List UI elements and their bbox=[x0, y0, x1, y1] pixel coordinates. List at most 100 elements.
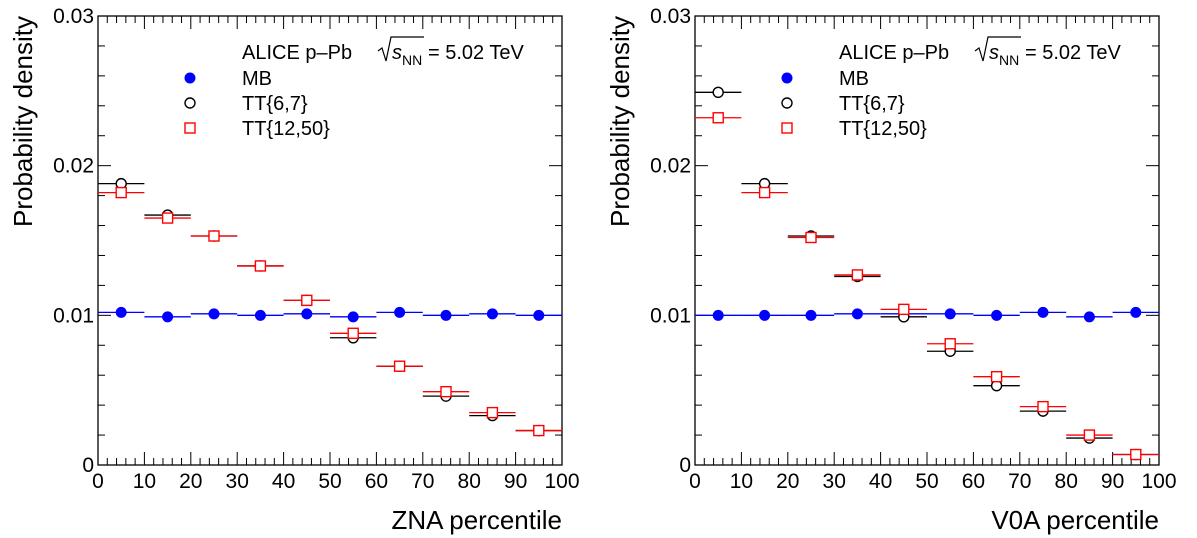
x-tick-label: 20 bbox=[179, 470, 202, 493]
legend-marker bbox=[184, 97, 196, 109]
data-point bbox=[805, 231, 817, 244]
data-point bbox=[486, 308, 498, 320]
data-point bbox=[533, 309, 545, 321]
energy-annotation: ALICE p–Pb s NN = 5.02 TeV bbox=[242, 36, 524, 68]
data-point bbox=[440, 309, 452, 321]
data-point bbox=[805, 309, 817, 321]
x-tick-label: 100 bbox=[1141, 470, 1176, 493]
data-point bbox=[944, 308, 956, 320]
y-tick-label: 0.01 bbox=[650, 304, 691, 327]
series-tt-12-50 bbox=[98, 186, 562, 437]
data-point bbox=[115, 186, 127, 199]
energy-annotation: ALICE p–Pb s NN = 5.02 TeV bbox=[839, 36, 1121, 68]
annotation-energy-subscript: NN bbox=[999, 52, 1019, 68]
data-point bbox=[1130, 448, 1142, 461]
data-point bbox=[347, 327, 359, 339]
chart-panel-1: 0 10 20 30 40 50 60 70 80 90 100 0 0.01 0.02 0.03 ZNA p… bbox=[8, 5, 580, 535]
annotation-energy-symbol: s bbox=[392, 42, 402, 64]
data-point bbox=[990, 370, 1003, 383]
legend-marker bbox=[184, 72, 196, 84]
x-tick-label: 60 bbox=[962, 470, 985, 493]
x-tick-label: 30 bbox=[226, 470, 249, 493]
sqrt-icon bbox=[974, 36, 1021, 62]
data-point bbox=[208, 308, 220, 320]
data-point bbox=[1130, 306, 1142, 318]
x-tick-label: 100 bbox=[544, 470, 579, 493]
data-point bbox=[898, 303, 910, 316]
data-point bbox=[1037, 400, 1049, 413]
x-tick-label: 0 bbox=[689, 470, 701, 493]
x-tick-label: 70 bbox=[1008, 470, 1031, 493]
data-point bbox=[254, 260, 267, 272]
x-tick-label: 70 bbox=[411, 470, 434, 493]
legend-label: TT{6,7} bbox=[242, 93, 308, 115]
y-tick-label: 0.03 bbox=[53, 5, 94, 28]
data-point bbox=[851, 269, 864, 281]
series-tt-12-50 bbox=[695, 112, 1159, 461]
y-tick-label: 0.02 bbox=[53, 155, 94, 178]
x-tick-label: 10 bbox=[730, 470, 753, 493]
data-point bbox=[712, 309, 724, 321]
y-tick-label: 0.03 bbox=[650, 5, 691, 28]
x-tick-label: 40 bbox=[869, 470, 892, 493]
legend: MB TT{6,7} TT{12,50} bbox=[184, 68, 330, 140]
data-point bbox=[440, 385, 452, 398]
data-point bbox=[301, 294, 313, 307]
series-tt-6-7 bbox=[695, 86, 1159, 461]
data-point bbox=[301, 308, 313, 320]
data-point bbox=[393, 360, 406, 372]
sqrt-icon bbox=[377, 36, 424, 62]
plot-frame bbox=[97, 15, 563, 466]
data-point bbox=[208, 230, 220, 242]
legend-marker bbox=[184, 122, 196, 134]
x-axis-title: V0A percentile bbox=[991, 505, 1159, 535]
annotation-energy-value: = 5.02 TeV bbox=[428, 42, 524, 64]
x-axis-title: ZNA percentile bbox=[391, 505, 562, 535]
data-point bbox=[758, 186, 771, 199]
annotation-experiment: ALICE p–Pb bbox=[839, 42, 949, 64]
y-axis-title: Probability density bbox=[605, 16, 635, 227]
series-mb bbox=[98, 306, 562, 323]
legend-label: MB bbox=[242, 68, 272, 90]
legend-label: TT{12,50} bbox=[242, 118, 330, 140]
data-point bbox=[712, 112, 724, 124]
plot-frame bbox=[694, 15, 1160, 466]
x-tick-label: 0 bbox=[92, 470, 104, 493]
data-point bbox=[944, 338, 956, 350]
data-point bbox=[161, 212, 174, 224]
x-tick-label: 80 bbox=[1055, 470, 1078, 493]
data-point bbox=[254, 309, 266, 321]
data-point bbox=[1083, 311, 1095, 323]
chart-panel-2: 0 10 20 30 40 50 60 70 80 90 100 0 0.01 0.02 0.03 V0A p… bbox=[605, 5, 1177, 535]
x-tick-label: 90 bbox=[1101, 470, 1124, 493]
x-tick-label: 40 bbox=[272, 470, 295, 493]
legend-marker bbox=[781, 97, 793, 109]
x-tick-label: 50 bbox=[915, 470, 938, 493]
x-tick-label: 80 bbox=[458, 470, 481, 493]
data-point bbox=[533, 424, 545, 437]
data-point bbox=[759, 309, 771, 321]
data-point bbox=[1083, 429, 1096, 441]
annotation-experiment: ALICE p–Pb bbox=[242, 42, 352, 64]
legend-marker bbox=[781, 72, 793, 84]
data-point bbox=[991, 309, 1003, 321]
legend-marker bbox=[781, 122, 793, 134]
x-tick-label: 20 bbox=[776, 470, 799, 493]
legend: MB TT{6,7} TT{12,50} bbox=[781, 68, 927, 140]
data-point bbox=[851, 308, 863, 320]
x-tick-label: 90 bbox=[504, 470, 527, 493]
y-tick-label: 0.02 bbox=[650, 155, 691, 178]
x-tick-label: 30 bbox=[823, 470, 846, 493]
data-point bbox=[486, 406, 499, 419]
data-point bbox=[115, 306, 127, 318]
legend-label: TT{6,7} bbox=[839, 93, 905, 115]
legend-label: MB bbox=[839, 68, 869, 90]
data-point bbox=[394, 306, 406, 318]
y-tick-label: 0.01 bbox=[53, 304, 94, 327]
data-point bbox=[1037, 306, 1049, 318]
annotation-energy-subscript: NN bbox=[402, 52, 422, 68]
x-tick-label: 10 bbox=[133, 470, 156, 493]
y-axis-title: Probability density bbox=[8, 16, 38, 227]
